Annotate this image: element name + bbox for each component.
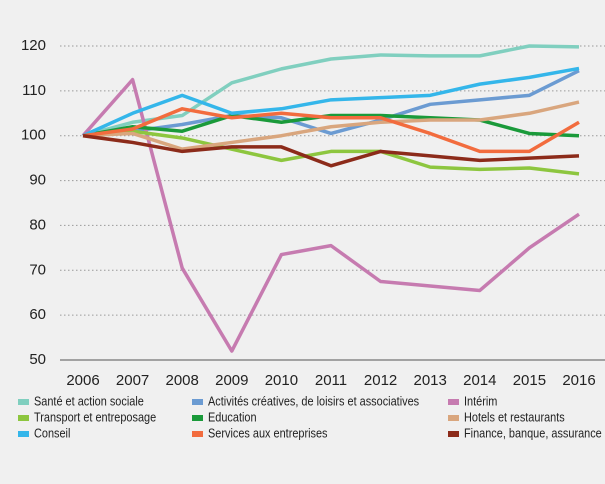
y-tick-label: 90 [29, 172, 46, 189]
legend-swatch [192, 399, 203, 405]
series-line [82, 69, 580, 138]
series-line [82, 66, 580, 138]
legend-label: Activités créatives, de loisirs et assoc… [208, 394, 419, 409]
legend-swatch [448, 415, 459, 421]
legend-label: Hotels et restaurants [464, 410, 565, 425]
legend-swatch [448, 431, 459, 437]
legend-label: Santé et action sociale [34, 394, 144, 409]
legend-swatch [18, 415, 29, 421]
x-tick-label: 2006 [66, 372, 99, 389]
legend-swatch [18, 399, 29, 405]
series-line [82, 129, 580, 176]
x-tick-label: 2011 [315, 372, 347, 389]
y-tick-label: 60 [29, 306, 46, 323]
legend-label: Conseil [34, 426, 70, 441]
legend-label: Finance, banque, assurance [464, 426, 602, 441]
legend-entry: Finance, banque, assurance [464, 426, 602, 441]
y-tick-label: 70 [29, 261, 46, 278]
legend-swatch [448, 399, 459, 405]
y-tick-label: 100 [21, 127, 46, 144]
series-line [81, 77, 580, 353]
legend-entry: Activités créatives, de loisirs et assoc… [208, 394, 419, 409]
legend-label: Intérim [464, 394, 497, 409]
x-tick-label: 2009 [215, 372, 248, 389]
legend-entry: Hotels et restaurants [464, 410, 565, 425]
legend-swatch [192, 415, 203, 421]
x-tick-label: 2007 [116, 372, 149, 389]
legend-entry: Services aux entreprises [208, 426, 328, 441]
legend-label: Transport et entreposage [34, 410, 156, 425]
x-tick-label: 2008 [166, 372, 199, 389]
y-tick-label: 80 [29, 216, 46, 233]
legend-label: Services aux entreprises [208, 426, 328, 441]
x-tick-label: 2012 [364, 372, 397, 389]
legend-label: Education [208, 410, 257, 425]
legend-swatch [18, 431, 29, 437]
legend-entry: Education [208, 410, 257, 425]
y-tick-label: 110 [22, 82, 46, 99]
legend-entry: Conseil [34, 426, 70, 441]
series-line [82, 113, 580, 138]
x-tick-label: 2016 [562, 372, 595, 389]
x-tick-label: 2010 [265, 372, 298, 389]
series-line [82, 107, 580, 154]
x-tick-label: 2015 [513, 372, 546, 389]
y-tick-label: 120 [21, 37, 46, 54]
legend-entry: Santé et action sociale [34, 394, 144, 409]
x-tick-label: 2013 [414, 372, 447, 389]
legend-entry: Intérim [464, 394, 497, 409]
x-tick-label: 2014 [463, 372, 496, 389]
series-line [82, 44, 580, 138]
legend-swatch [192, 431, 203, 437]
legend-entry: Transport et entreposage [34, 410, 156, 425]
series-line [82, 100, 580, 151]
series-line [82, 133, 580, 168]
y-tick-label: 50 [29, 351, 46, 368]
